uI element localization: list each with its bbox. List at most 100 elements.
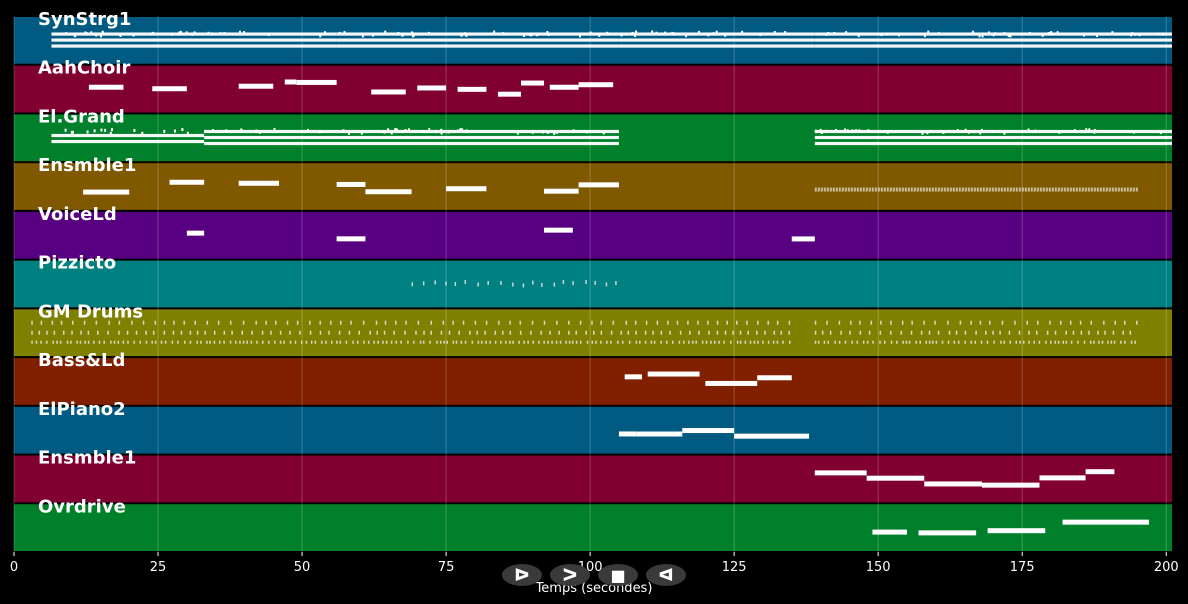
note	[857, 34, 860, 38]
note	[732, 330, 734, 335]
note	[784, 31, 787, 35]
note	[133, 129, 136, 133]
note	[122, 340, 125, 344]
note	[578, 182, 619, 188]
note	[265, 320, 267, 325]
note	[362, 320, 365, 325]
note	[382, 340, 384, 344]
note	[987, 528, 1046, 534]
note	[586, 340, 589, 344]
note	[145, 340, 148, 344]
track-label: Ensmble1	[38, 155, 136, 176]
note	[336, 340, 338, 344]
note	[838, 340, 841, 344]
note	[572, 129, 575, 133]
note	[1001, 320, 1004, 325]
note	[183, 320, 186, 325]
note	[776, 320, 779, 325]
note	[1112, 330, 1115, 335]
note	[1024, 187, 1027, 192]
note	[64, 128, 67, 132]
note	[923, 320, 925, 325]
note	[553, 131, 556, 135]
note	[883, 187, 886, 192]
note	[319, 330, 322, 335]
note	[512, 282, 514, 287]
grid-lines	[13, 16, 1167, 552]
note	[865, 187, 868, 192]
x-axis-label: Temps (secondes)	[535, 581, 653, 596]
note	[578, 34, 581, 38]
note	[1054, 187, 1057, 192]
note	[585, 280, 587, 285]
note	[65, 32, 68, 36]
note	[209, 340, 211, 344]
note	[591, 340, 594, 344]
note	[964, 187, 967, 192]
note	[925, 340, 928, 344]
note	[242, 340, 245, 344]
note	[652, 330, 654, 335]
note	[407, 340, 409, 344]
stop-button[interactable]: ■	[598, 564, 638, 586]
note	[844, 187, 847, 192]
note	[396, 128, 399, 132]
note	[959, 320, 962, 325]
note	[814, 129, 817, 133]
note	[171, 32, 174, 36]
note	[744, 340, 747, 344]
note	[593, 330, 595, 335]
note	[834, 340, 836, 344]
note	[955, 187, 958, 192]
play-button[interactable]: ᐅ	[502, 564, 542, 586]
note	[51, 320, 54, 325]
note	[547, 340, 549, 344]
note	[189, 340, 192, 344]
note	[469, 330, 471, 335]
note	[615, 281, 617, 286]
note	[185, 31, 188, 35]
note	[500, 280, 502, 285]
track-label: El.Grand	[38, 106, 125, 127]
note	[814, 470, 867, 476]
note	[393, 330, 395, 335]
note	[645, 320, 648, 325]
note	[84, 31, 87, 35]
note	[411, 282, 414, 287]
note	[345, 340, 348, 344]
track-label: Ensmble1	[38, 448, 136, 469]
track-background	[14, 455, 1172, 503]
note	[689, 330, 691, 335]
note	[541, 130, 544, 134]
note	[1089, 340, 1092, 344]
note	[791, 236, 815, 242]
note	[579, 340, 582, 344]
note	[650, 340, 653, 344]
note	[1081, 187, 1084, 192]
note	[319, 34, 322, 38]
note	[88, 84, 124, 90]
note	[240, 129, 243, 133]
note	[455, 340, 458, 344]
note	[1088, 330, 1090, 335]
note	[823, 340, 826, 344]
note	[502, 32, 505, 36]
note	[239, 340, 241, 344]
note	[31, 320, 33, 325]
track-label: Pizzicto	[38, 253, 116, 274]
note	[1113, 340, 1116, 344]
note	[1093, 128, 1096, 132]
track-label: SynStrg1	[38, 9, 131, 30]
note	[1078, 187, 1081, 192]
forward-button[interactable]: ᐳ	[550, 564, 590, 586]
rewind-button[interactable]: ᐊ	[646, 564, 686, 586]
note	[71, 330, 73, 335]
note	[1015, 340, 1018, 344]
x-tick-label: 25	[150, 560, 167, 575]
note	[404, 330, 406, 335]
note	[829, 187, 832, 192]
note	[66, 340, 69, 344]
note	[942, 130, 945, 134]
track-row	[14, 211, 1172, 259]
note	[373, 340, 375, 344]
